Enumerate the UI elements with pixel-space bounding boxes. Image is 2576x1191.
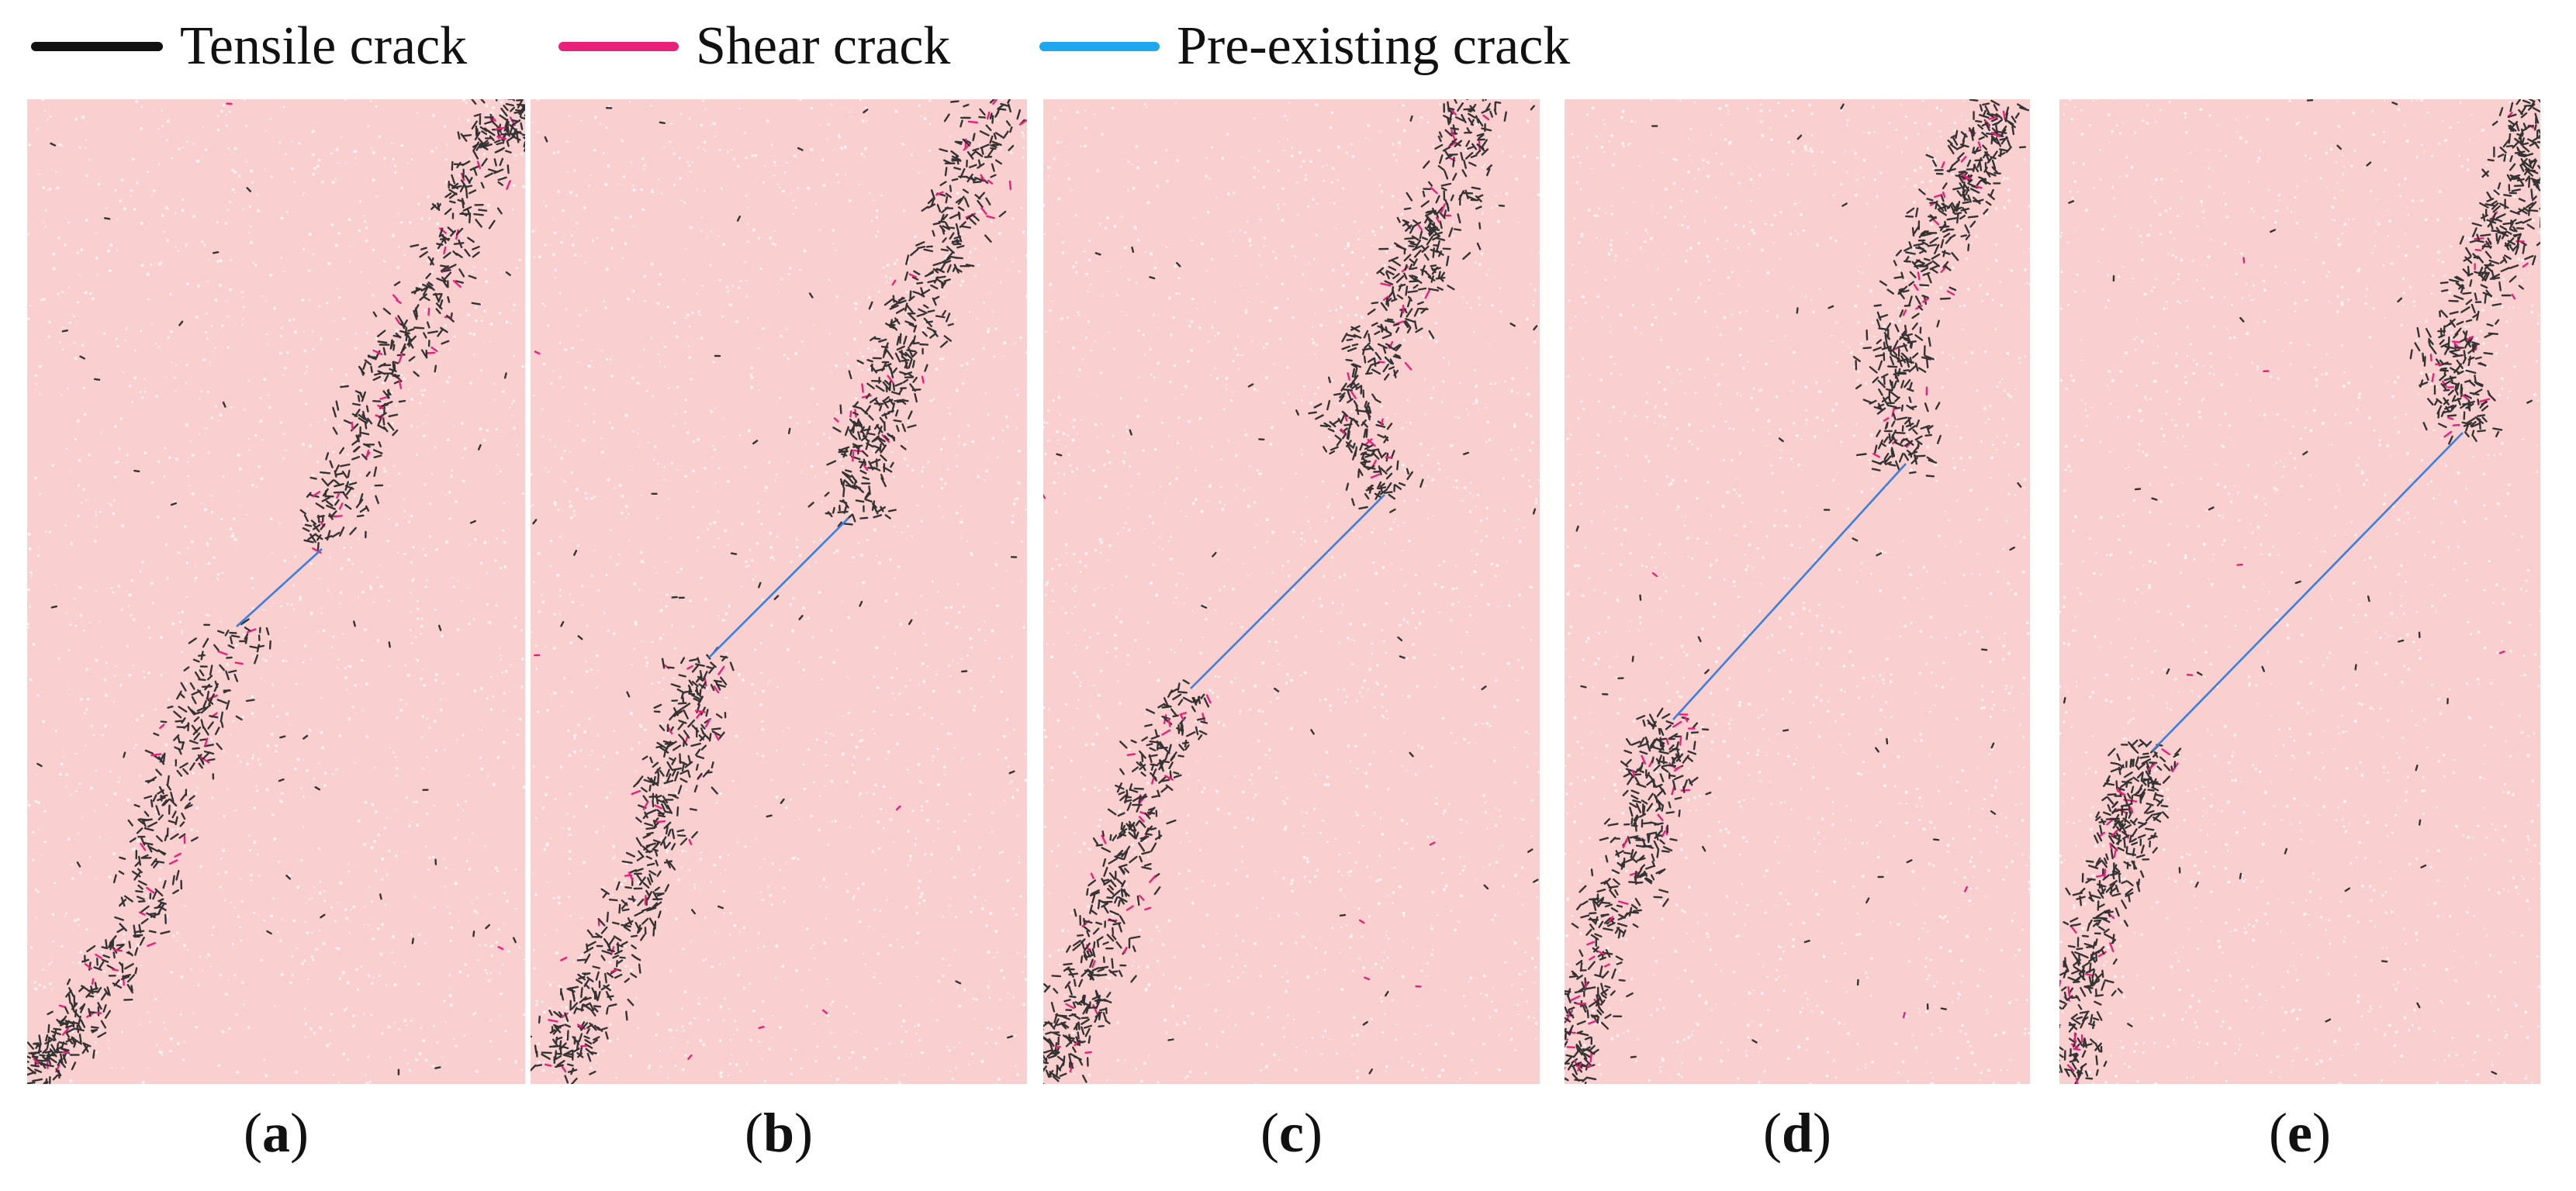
tensile-cluster-upper-e (2409, 99, 2540, 445)
crack-pattern-e (2059, 99, 2540, 1084)
particle-texture-c (1043, 99, 1540, 1084)
caption-letter-a: a (262, 1102, 290, 1164)
scattered-cracks-b (532, 106, 1018, 1060)
scattered-cracks-c (1043, 105, 1539, 1075)
legend-swatch-preexisting (1039, 42, 1160, 51)
particle-texture-e (2059, 99, 2540, 1084)
caption-e: (e) (2269, 1102, 2331, 1164)
crack-pattern-b (531, 99, 1027, 1084)
legend-item-tensile: Tensile crack (31, 8, 467, 85)
caption-d: (d) (1762, 1102, 1831, 1164)
scattered-cracks-d (1575, 103, 2022, 1058)
legend-item-shear: Shear crack (558, 8, 950, 85)
legend-swatch-shear (558, 42, 679, 51)
tensile-cluster-lower-d (1565, 707, 1710, 1084)
crack-pattern-c (1043, 99, 1540, 1084)
tensile-cluster-lower-b (531, 647, 735, 1084)
scattered-cracks-a (36, 102, 525, 1075)
crack-pattern-d (1565, 99, 2030, 1084)
preexisting-crack-a (236, 548, 323, 627)
caption-b: (b) (744, 1102, 813, 1164)
tensile-cluster-lower-a (27, 618, 271, 1084)
preexisting-crack-b (708, 517, 849, 658)
specimen-panel-d (1565, 99, 2030, 1084)
specimen-panel-c (1043, 99, 1540, 1084)
specimen-panel-a (27, 99, 525, 1084)
caption-letter-e: e (2287, 1102, 2312, 1164)
caption-letter-c: c (1279, 1102, 1304, 1164)
tensile-cluster-lower-c (1043, 679, 1212, 1084)
specimen-panel-e (2059, 99, 2540, 1084)
caption-letter-d: d (1781, 1102, 1814, 1164)
particle-texture-b (531, 99, 1027, 1084)
scattered-cracks-e (2063, 99, 2533, 1075)
legend-swatch-tensile (31, 42, 163, 51)
tensile-cluster-upper-b (807, 99, 1027, 527)
legend: Tensile crack Shear crack Pre-existing c… (0, 0, 2576, 93)
tensile-cluster-upper-d (1852, 99, 2030, 478)
legend-label-tensile: Tensile crack (180, 16, 468, 76)
preexisting-crack-e (2152, 432, 2464, 751)
legend-label-preexisting: Pre-existing crack (1177, 16, 1571, 76)
particle-texture-d (1565, 99, 2030, 1084)
caption-a: (a) (244, 1102, 309, 1164)
preexisting-crack-c (1190, 494, 1385, 689)
legend-item-preexisting: Pre-existing crack (1039, 8, 1570, 85)
caption-c: (c) (1260, 1102, 1323, 1164)
particle-texture-a (27, 99, 525, 1084)
tensile-cluster-upper-a (299, 99, 525, 554)
crack-pattern-a (27, 99, 525, 1084)
legend-label-shear: Shear crack (696, 16, 951, 76)
specimen-panel-b (531, 99, 1027, 1084)
preexisting-crack-d (1672, 463, 1907, 720)
tensile-cluster-upper-c (1308, 99, 1507, 513)
tensile-cluster-lower-e (2059, 739, 2182, 1084)
caption-letter-b: b (762, 1102, 795, 1164)
